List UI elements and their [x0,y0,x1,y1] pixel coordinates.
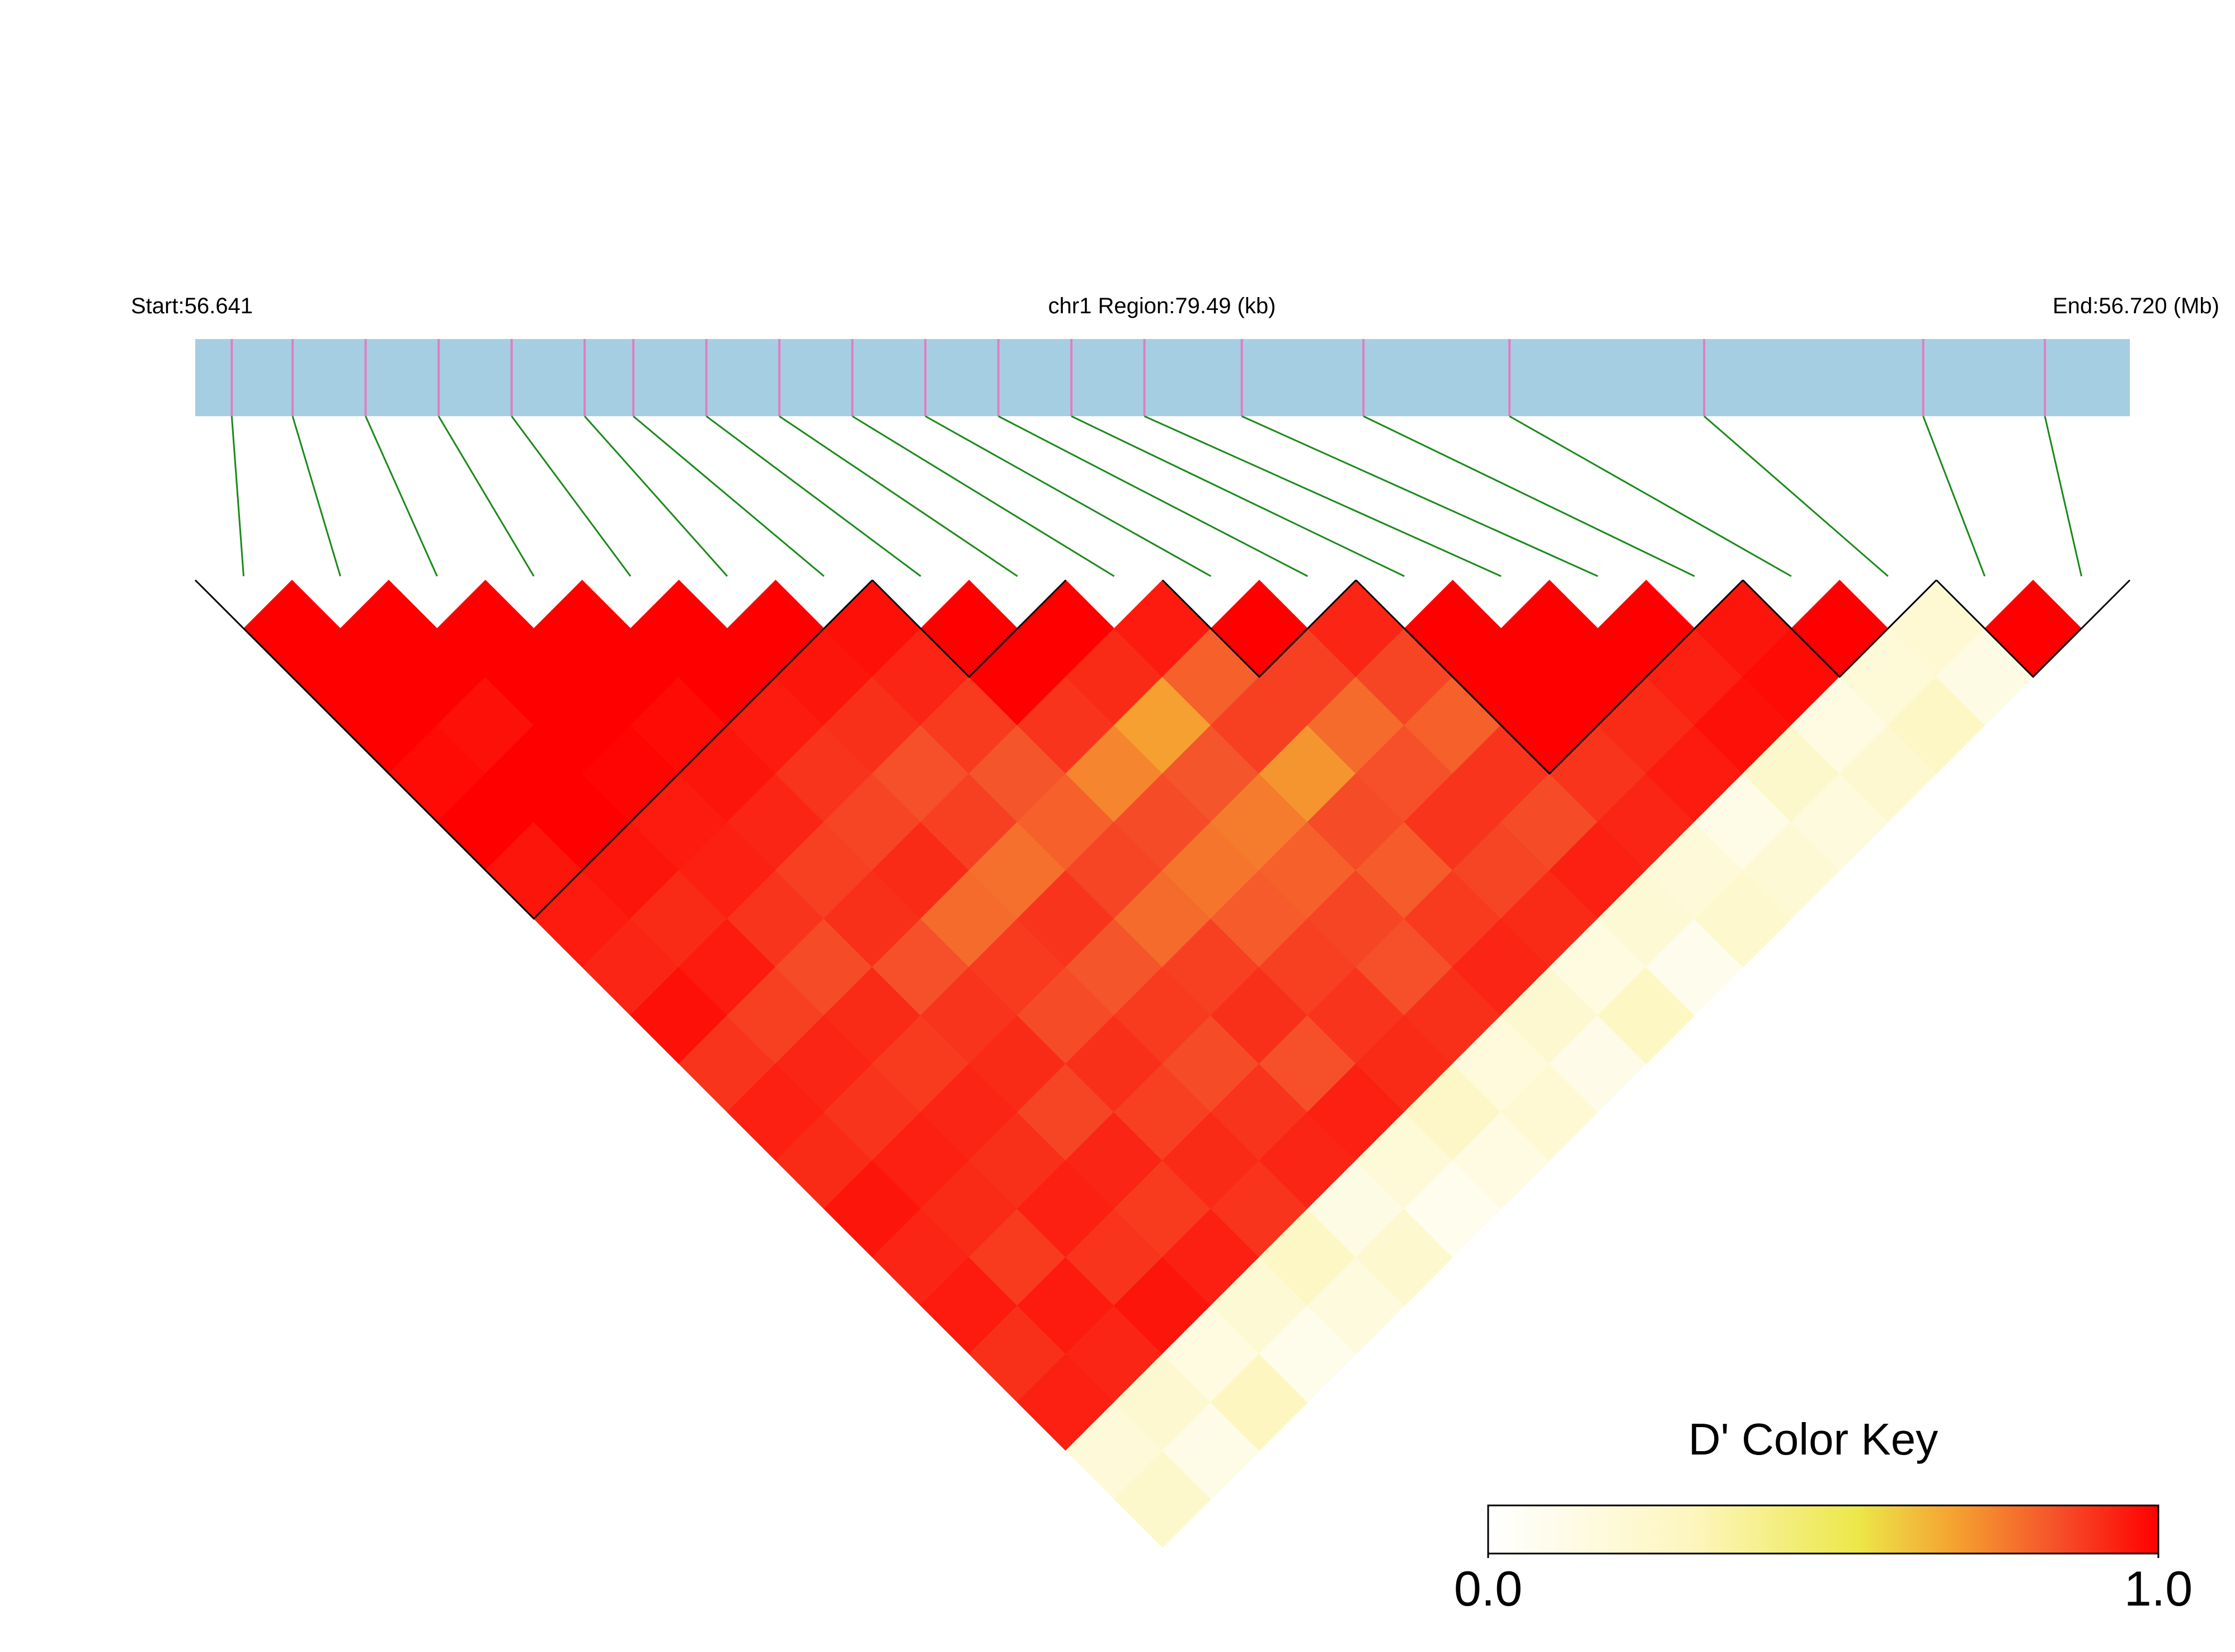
color-key-tick-label: 1.0 [2124,1561,2192,1616]
snp-connector [997,415,1309,577]
snp-connector [1241,415,1598,577]
ld-block-outline [1936,579,2131,679]
snp-connector [511,416,632,577]
snp-connector [633,415,825,577]
snp-connector [584,416,728,577]
snp-connector [779,415,1018,577]
snp-connector [1144,415,1502,577]
snp-connector [1363,415,1695,577]
color-key-title: D' Color Key [1688,1414,1938,1464]
snp-connector [1922,416,1986,577]
chart-title: chr1 Region:79.49 (kb) [1048,294,1276,318]
snp-connector [230,416,244,577]
ld-block-outline [1742,579,1937,679]
snp-connector [437,416,535,577]
snp-connector [1509,415,1792,577]
snp-connector [1704,415,1889,577]
color-key-bar [1487,1504,2159,1555]
snp-connector [365,416,438,577]
end-label: End:56.720 (Mb) [2053,294,2219,318]
color-key-tick-label: 0.0 [1454,1561,1522,1616]
snp-connector [2044,416,2083,577]
start-label: Start:56.641 [131,294,253,318]
ld-block-outline [1355,579,1744,775]
snp-connector [705,415,921,577]
ld-block-outline [1161,579,1357,679]
gene-bar [195,339,2130,416]
ld-block-outline [872,579,1067,679]
ld-block-outline [194,579,873,920]
snp-connector [1071,415,1405,577]
snp-connector [851,415,1115,577]
snp-connector [925,415,1212,577]
snp-connector [291,416,341,577]
